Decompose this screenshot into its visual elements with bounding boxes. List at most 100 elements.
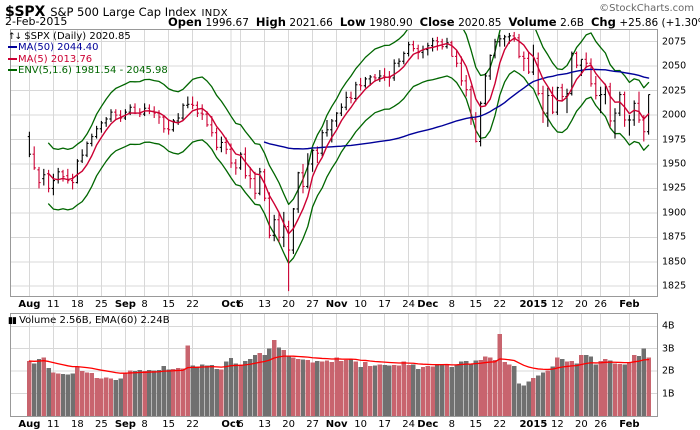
ma50-color-swatch [8, 46, 17, 49]
chart-header: $SPX S&P 500 Large Cap Index INDX ©Stock… [0, 0, 700, 30]
chg-value: +25.86 (+1.30%) [619, 17, 700, 29]
symbol-name: S&P 500 Large Cap Index [50, 5, 197, 19]
volume-x-tick: 24 [402, 419, 415, 430]
volume-x-tick: Aug [18, 419, 41, 430]
header-title-row: $SPX S&P 500 Large Cap Index INDX [5, 1, 228, 20]
volume-x-tick: 27 [306, 419, 319, 430]
env-legend-row: ENV(5,1.6) 1981.54 - 2045.98 [8, 65, 168, 76]
ma5-legend-row: MA(5) 2013.76 [8, 54, 168, 65]
volume-x-tick: 26 [594, 419, 607, 430]
volume-x-tick: 12 [551, 419, 564, 430]
volume-x-tick: 11 [47, 419, 60, 430]
volume-x-tick: Nov [325, 419, 348, 430]
volume-legend-row: ▮▮ Volume 2.56B, EMA(60) 2.24B [8, 315, 170, 326]
price-x-tick: 12 [551, 299, 564, 310]
chg-label: Chg [590, 15, 616, 29]
price-x-tick: Feb [619, 299, 640, 310]
volume-label: Volume [508, 15, 557, 29]
price-x-tick: 17 [378, 299, 391, 310]
ma50-legend-label: MA(50) 2044.40 [18, 42, 99, 54]
volume-x-tick: 20 [575, 419, 588, 430]
price-y-tick: 1850 [662, 256, 687, 268]
price-x-tick: 18 [71, 299, 84, 310]
volume-x-tick: 15 [162, 419, 175, 430]
close-value: 2020.85 [458, 17, 502, 29]
price-legend: ↑↓ $SPX (Daily) 2020.85 MA(50) 2044.40 M… [8, 31, 168, 77]
price-x-tick: Aug [18, 299, 41, 310]
price-x-tick: Sep [114, 299, 136, 310]
volume-legend-title: Volume 2.56B, EMA(60) 2.24B [19, 315, 170, 326]
price-x-tick: Dec [417, 299, 439, 310]
price-y-tick: 2075 [662, 36, 687, 48]
price-y-tick: 1925 [662, 182, 687, 194]
price-x-tick: 13 [258, 299, 271, 310]
price-x-tick: Nov [325, 299, 348, 310]
volume-x-tick: 6 [237, 419, 244, 430]
ma5-legend-label: MA(5) 2013.76 [18, 53, 93, 65]
symbol-exchange: INDX [201, 8, 229, 19]
price-y-tick: 1825 [662, 280, 687, 292]
volume-x-tick: 22 [493, 419, 507, 430]
price-x-tick: 8 [448, 299, 455, 310]
price-x-tick: 10 [354, 299, 367, 310]
price-plot-area [11, 30, 657, 296]
ma50-legend-row: MA(50) 2044.40 [8, 42, 168, 53]
env-legend-label: ENV(5,1.6) 1981.54 - 2045.98 [18, 65, 168, 77]
price-chart-panel[interactable] [10, 29, 658, 297]
volume-x-tick: Feb [619, 419, 640, 430]
volume-y-tick: 2B [662, 365, 675, 377]
volume-y-tick: 1B [662, 388, 675, 400]
low-label: Low [339, 15, 366, 29]
price-x-tick: 15 [469, 299, 483, 310]
price-x-tick: 11 [47, 299, 60, 310]
price-x-tick: 25 [95, 299, 108, 310]
quote-ohlc-row: Open 1996.67 High 2021.66 Low 1980.90 Cl… [168, 15, 700, 29]
price-legend-title: $SPX (Daily) 2020.85 [24, 31, 131, 42]
volume-x-tick: 20 [282, 419, 295, 430]
price-y-tick: 2025 [662, 85, 687, 97]
low-value: 1980.90 [369, 17, 413, 29]
price-x-tick: 2015 [519, 299, 548, 310]
close-label: Close [419, 15, 455, 29]
volume-chart-panel[interactable] [10, 313, 658, 417]
price-x-tick: 27 [306, 299, 319, 310]
volume-x-tick: 2015 [519, 419, 548, 430]
price-y-tick: 1900 [662, 207, 687, 219]
volume-x-tick: 10 [354, 419, 367, 430]
price-legend-title-row: ↑↓ $SPX (Daily) 2020.85 [8, 31, 168, 42]
price-y-tick: 1975 [662, 134, 687, 146]
volume-y-tick: 3B [662, 343, 675, 355]
volume-value: 2.6B [560, 17, 584, 29]
price-x-tick: 26 [594, 299, 607, 310]
price-y-tick: 2050 [662, 60, 687, 72]
price-x-tick: 6 [237, 299, 244, 310]
high-value: 2021.66 [289, 17, 333, 29]
price-x-tick: 15 [162, 299, 175, 310]
price-y-tick: 1875 [662, 231, 687, 243]
volume-plot-area [11, 314, 657, 416]
volume-x-tick: 15 [469, 419, 483, 430]
stockcharts-watermark: ©StockCharts.com [599, 3, 694, 14]
high-label: High [255, 15, 286, 29]
volume-x-tick: Sep [114, 419, 136, 430]
price-y-tick: 2000 [662, 109, 687, 121]
bars-icon: ▮▮ [8, 316, 17, 326]
volume-x-tick: Dec [417, 419, 439, 430]
price-y-tick: 1950 [662, 158, 687, 170]
price-x-tick: 8 [141, 299, 148, 310]
volume-x-tick: 8 [141, 419, 148, 430]
price-x-tick: 20 [575, 299, 588, 310]
price-x-tick: Oct [221, 299, 241, 310]
env-color-swatch [8, 69, 17, 72]
volume-x-tick: 18 [71, 419, 84, 430]
open-label: Open [168, 15, 202, 29]
ma5-color-swatch [8, 57, 17, 60]
price-x-tick: 20 [282, 299, 295, 310]
volume-x-tick: 17 [378, 419, 391, 430]
volume-x-tick: 8 [448, 419, 455, 430]
volume-x-tick: 25 [95, 419, 108, 430]
open-value: 1996.67 [205, 17, 249, 29]
quote-date: 2-Feb-2015 [5, 15, 68, 28]
volume-x-tick: 13 [258, 419, 271, 430]
